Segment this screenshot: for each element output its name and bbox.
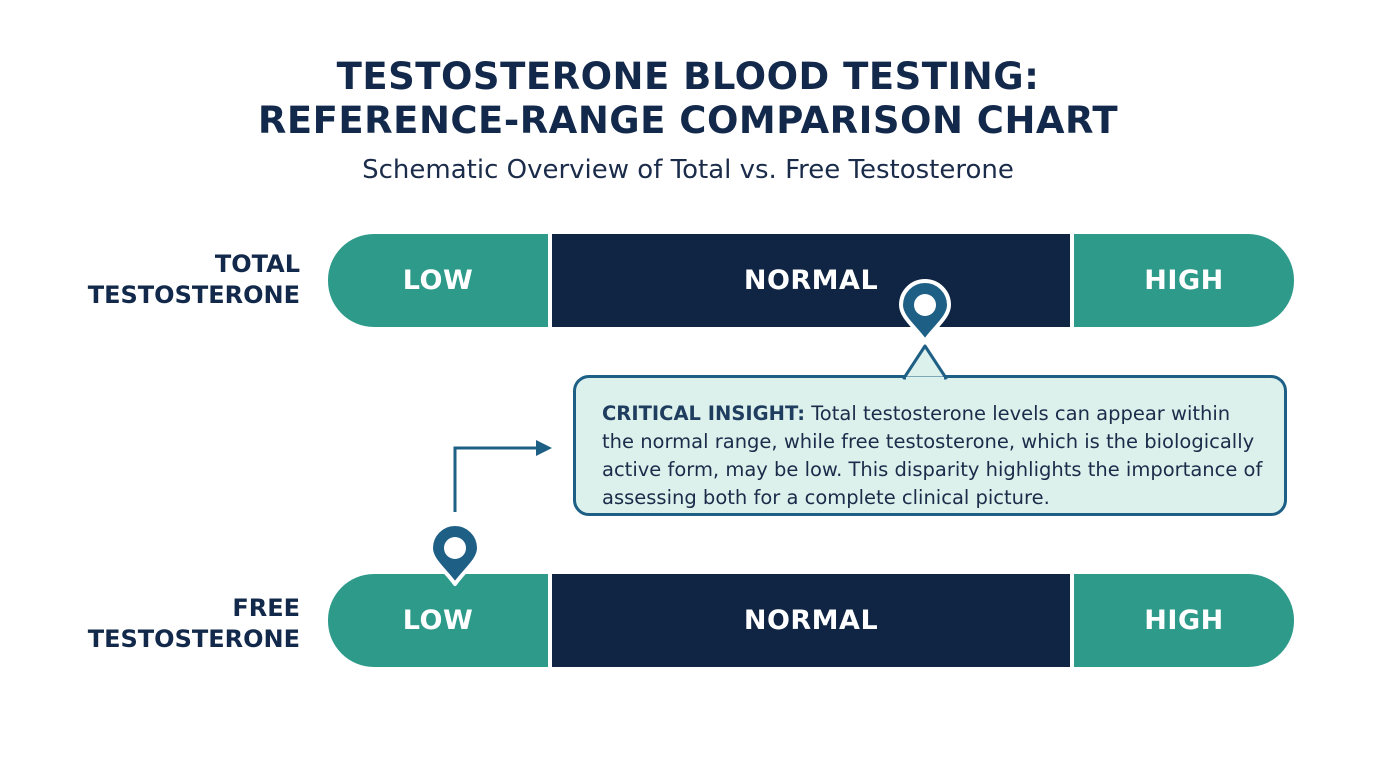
critical-insight-callout: CRITICAL INSIGHT: Total testosterone lev…	[573, 375, 1287, 516]
title-line-1: TESTOSTERONE BLOOD TESTING:	[336, 55, 1040, 98]
total-normal-segment: NORMAL	[552, 234, 1070, 327]
free-testosterone-range-bar: LOW NORMAL HIGH	[328, 574, 1294, 667]
free-normal-segment: NORMAL	[552, 574, 1070, 667]
free-label-line-2: TESTOSTERONE	[87, 625, 300, 653]
insight-heading: CRITICAL INSIGHT:	[602, 402, 805, 425]
total-high-segment: HIGH	[1074, 234, 1294, 327]
location-pin-icon	[899, 279, 951, 343]
callout-pointer	[902, 344, 948, 383]
insight-text: Total testosterone levels can appear wit…	[602, 402, 1263, 509]
free-testosterone-label: FREE TESTOSTERONE	[20, 593, 300, 655]
arrow-right-icon	[453, 440, 552, 512]
total-label-line-1: TOTAL	[214, 250, 300, 278]
total-label-line-2: TESTOSTERONE	[87, 281, 300, 309]
title-line-2: REFERENCE-RANGE COMPARISON CHART	[257, 99, 1119, 142]
free-high-segment: HIGH	[1074, 574, 1294, 667]
total-testosterone-range-bar: LOW NORMAL HIGH	[328, 234, 1294, 327]
free-label-line-1: FREE	[232, 594, 300, 622]
location-pin-icon	[429, 522, 481, 586]
subtitle: Schematic Overview of Total vs. Free Tes…	[362, 155, 1014, 185]
total-testosterone-label: TOTAL TESTOSTERONE	[20, 249, 300, 311]
free-low-segment: LOW	[328, 574, 548, 667]
total-low-segment: LOW	[328, 234, 548, 327]
